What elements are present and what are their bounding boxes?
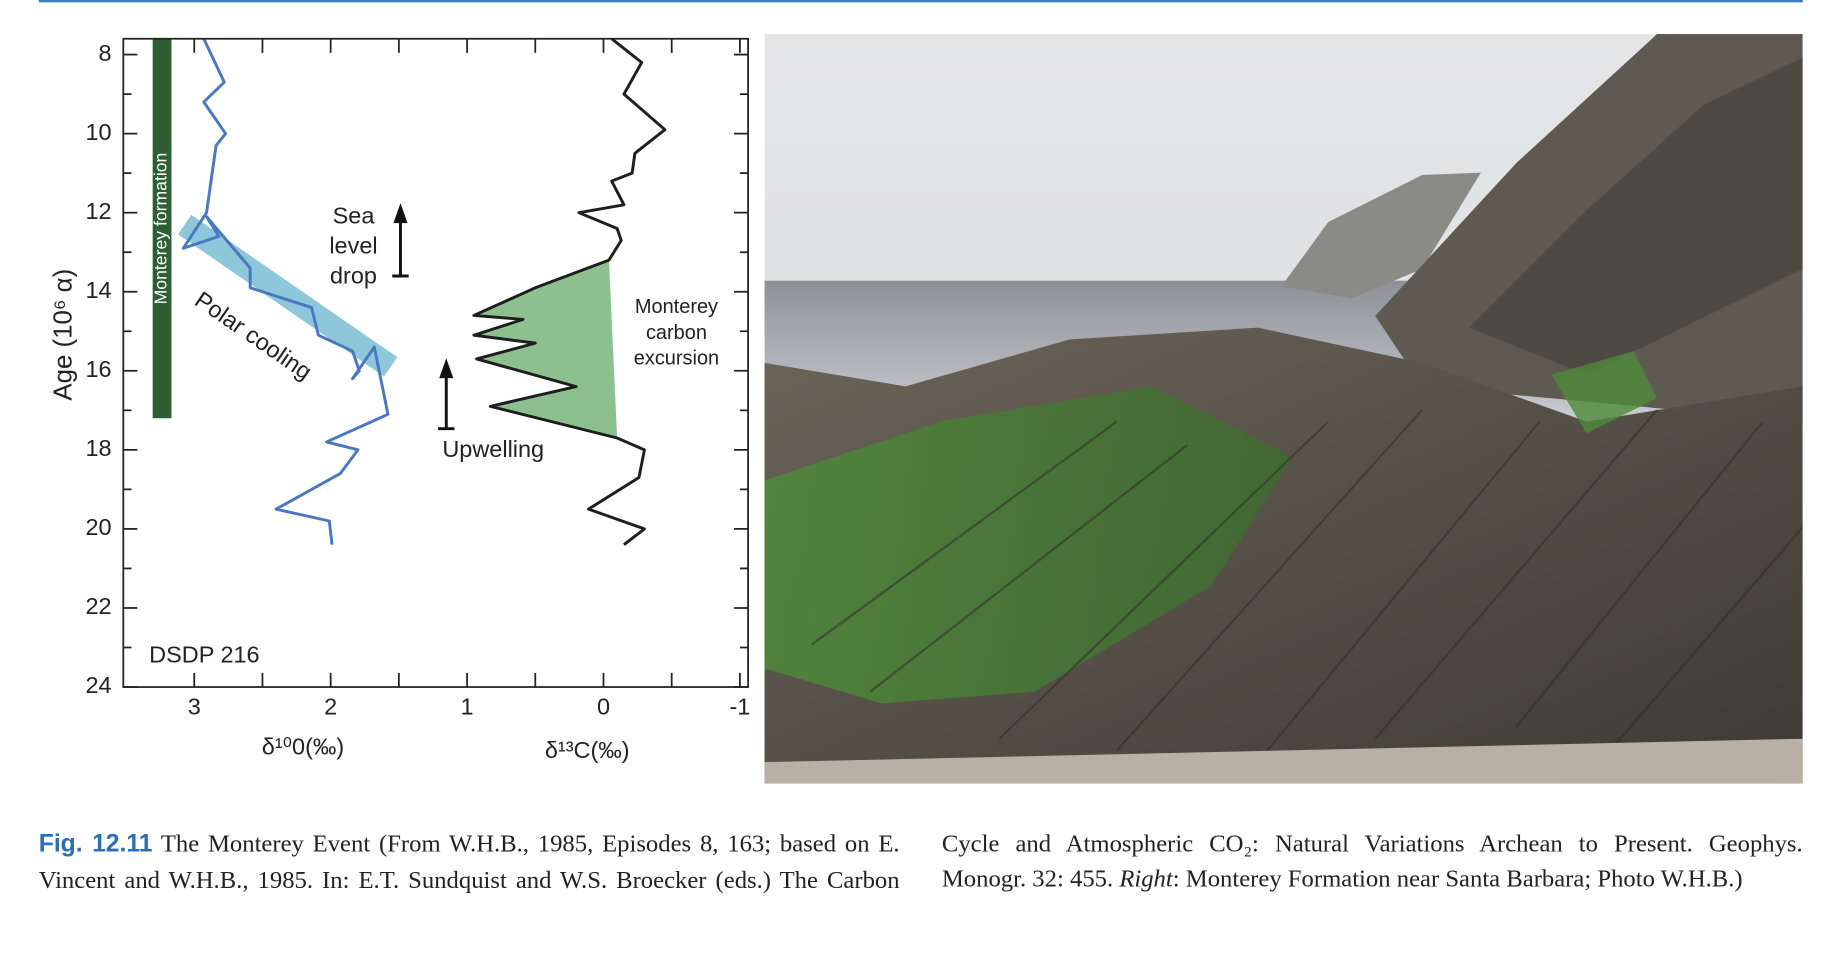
caption-tail: : Monterey Formation near Santa Barbara;… [1172,864,1743,893]
y-axis-label: Age (10⁶ α) [49,269,77,401]
y-tick-label: 14 [85,277,111,303]
y-tick-label: 22 [85,593,111,619]
caption: Fig. 12.11 The Monterey Event (From W.H.… [39,826,1803,898]
sea-level-label: level [329,232,377,258]
plot-frame [122,37,749,688]
excursion-label: Monterey [635,296,718,318]
photo [764,34,1803,784]
series-line [181,38,390,545]
y-tick-label: 18 [85,435,111,461]
x-tick-label: -1 [729,693,750,719]
chart: Age (10⁶ α) δ¹⁰0(‰) δ¹³C(‰) Upwelling DS… [49,37,750,763]
x-tick-label: 2 [324,693,337,719]
x-tick-label: 0 [597,693,610,719]
top-rule [38,0,1803,3]
site-label: DSDP 216 [149,642,259,668]
x-tick-label: 1 [461,693,474,719]
upwelling-label: Upwelling [442,436,544,462]
series-line [472,37,667,546]
sea-level-arrow [392,203,409,278]
excursion-label: carbon [646,322,707,344]
x-axis-label: δ¹³C(‰) [545,737,630,763]
sea-level-label: Sea [333,202,376,228]
figure-label: Fig. 12.11 [38,830,153,858]
carbon-excursion [473,260,618,438]
cooling-band [178,214,398,377]
y-tick-label: 24 [85,672,111,698]
y-tick-label: 16 [85,356,111,382]
upwelling-arrow [438,358,455,431]
sea-level-label: drop [330,262,377,288]
y-tick-label: 10 [85,119,111,145]
y-tick-label: 8 [99,40,112,66]
caption-italic: Right [1119,864,1173,893]
x-axis-label: δ¹⁰0(‰) [262,733,344,759]
excursion-label: excursion [634,348,719,370]
x-tick-label: 3 [188,693,201,719]
formation-label: Monterey formation [151,153,171,305]
y-tick-label: 20 [85,514,111,540]
caption-text: The Monterey Event (From W.H.B., 1985, E… [38,829,1803,894]
y-tick-label: 12 [85,198,111,224]
formation-bar [152,38,172,419]
